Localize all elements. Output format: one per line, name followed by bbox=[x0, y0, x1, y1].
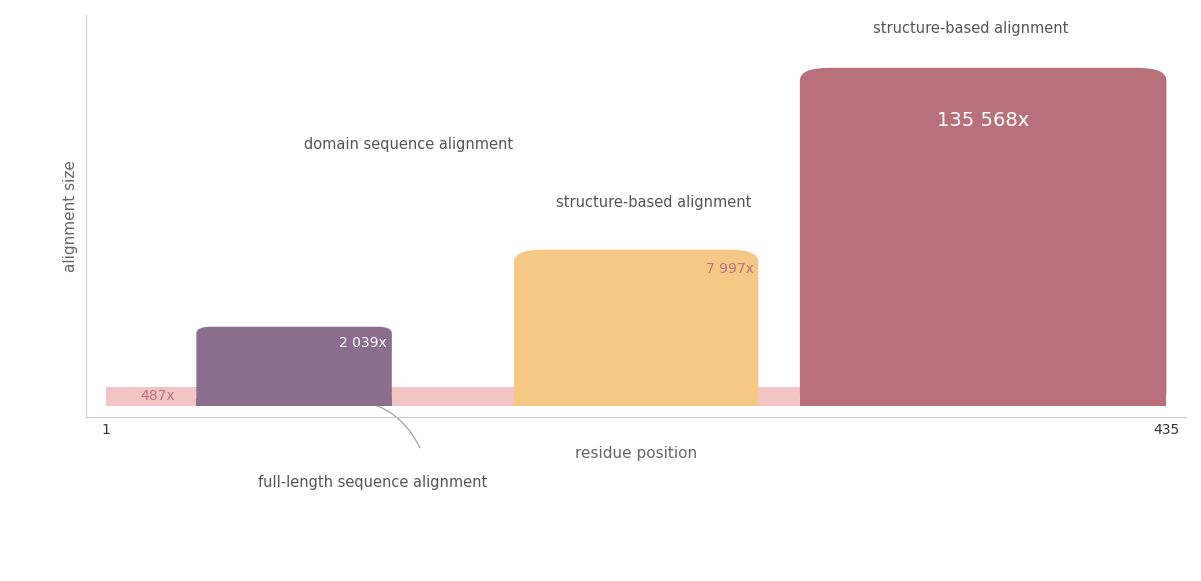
Y-axis label: alignment size: alignment size bbox=[62, 160, 78, 272]
Text: 7 997x: 7 997x bbox=[706, 261, 753, 275]
Text: structure-based alignment: structure-based alignment bbox=[873, 21, 1069, 36]
FancyBboxPatch shape bbox=[800, 68, 1166, 406]
Bar bbox=[106, 387, 1166, 406]
Text: structure-based alignment: structure-based alignment bbox=[556, 195, 751, 210]
Bar bbox=[514, 392, 758, 406]
Text: 135 568x: 135 568x bbox=[937, 111, 1029, 130]
Text: 2 039x: 2 039x bbox=[339, 336, 387, 350]
X-axis label: residue position: residue position bbox=[575, 446, 698, 461]
FancyBboxPatch shape bbox=[514, 250, 758, 406]
Text: domain sequence alignment: domain sequence alignment bbox=[304, 137, 513, 152]
FancyBboxPatch shape bbox=[196, 327, 392, 406]
Bar bbox=[800, 392, 1166, 406]
Text: 487x: 487x bbox=[141, 389, 175, 403]
Bar bbox=[196, 399, 392, 406]
Text: full-length sequence alignment: full-length sequence alignment bbox=[258, 475, 486, 490]
